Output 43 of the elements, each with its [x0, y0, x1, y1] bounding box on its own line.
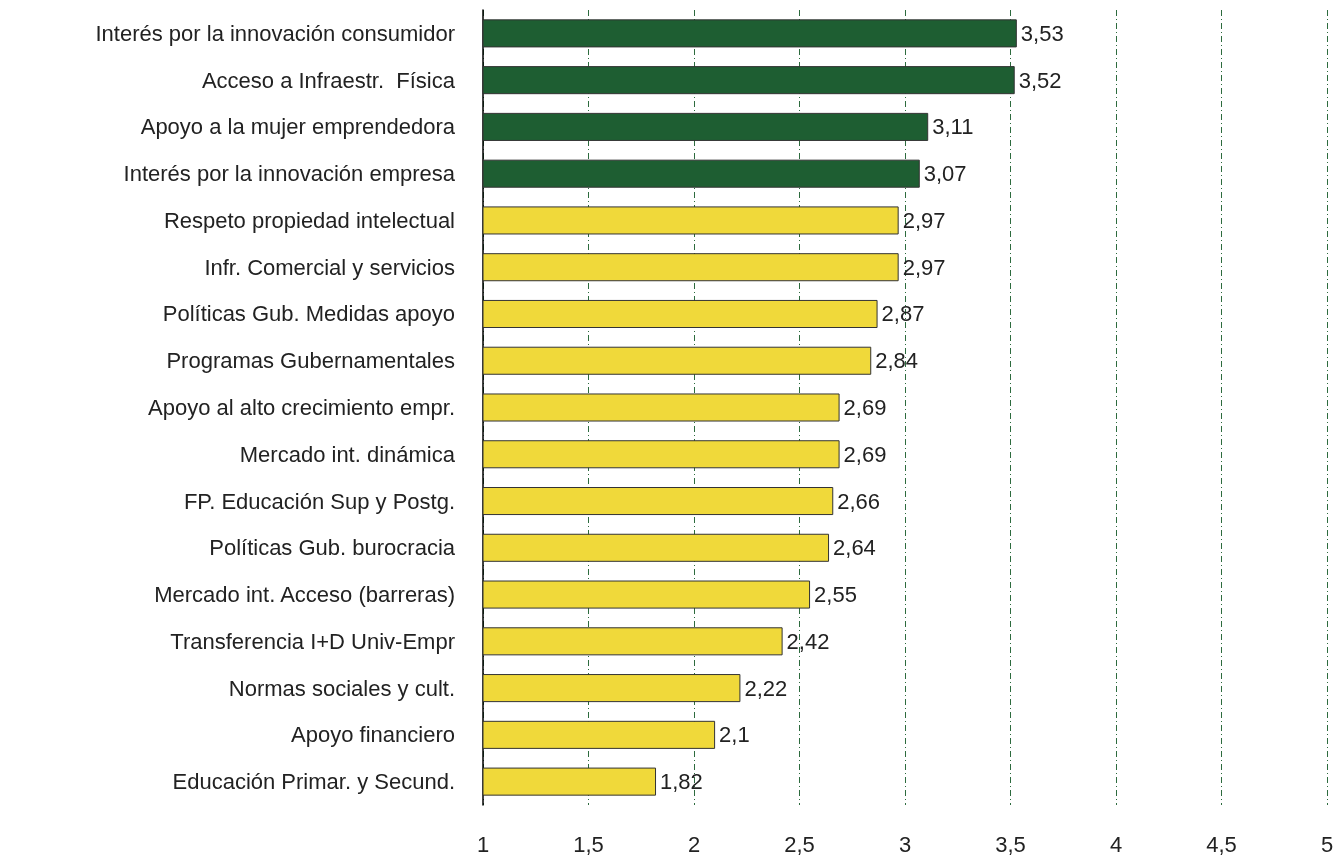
- y-tick-label: Educación Primar. y Secund.: [172, 769, 455, 795]
- data-label: 1,82: [660, 769, 703, 795]
- x-tick-label: 3,5: [995, 831, 1026, 857]
- data-label: 2,22: [744, 675, 788, 701]
- y-tick-label: Respeto propiedad intelectual: [163, 207, 455, 233]
- x-tick-label: 3: [898, 831, 912, 857]
- data-label: 3,53: [1020, 20, 1064, 46]
- data-label: 3,11: [932, 114, 974, 140]
- y-tick-label: Transferencia I+D Univ-Empr: [170, 628, 455, 654]
- data-label: 2,69: [843, 441, 887, 467]
- y-tick-label: Interés por la innovación empresa: [123, 161, 456, 187]
- data-label: 3,52: [1018, 67, 1062, 93]
- x-tick-label: 1: [476, 831, 490, 857]
- x-tick-label: 2: [687, 831, 701, 857]
- data-label: 2,64: [833, 535, 876, 561]
- y-tick-label: Interés por la innovación consumidor: [95, 20, 455, 46]
- x-tick-label: 4,5: [1206, 831, 1237, 857]
- data-label: 2,55: [814, 582, 857, 608]
- data-label: 2,97: [902, 254, 946, 280]
- y-tick-label: Apoyo al alto crecimiento empr.: [148, 395, 455, 420]
- data-label: 2,66: [837, 488, 881, 514]
- y-tick-label: Acceso a Infraestr. Física: [201, 67, 456, 93]
- data-label: 3,07: [923, 161, 967, 187]
- y-tick-label: Políticas Gub. Medidas apoyo: [162, 301, 455, 327]
- x-tick-label: 5: [1320, 831, 1334, 857]
- y-tick-label: Programas Gubernamentales: [166, 348, 455, 374]
- x-tick-label: 2,5: [784, 831, 815, 857]
- y-tick-label: Mercado int. Acceso (barreras): [154, 582, 455, 608]
- y-tick-label: Apoyo a la mujer emprendedora: [140, 114, 456, 140]
- x-tick-label: 1,5: [573, 831, 604, 857]
- data-label: 2,69: [843, 395, 887, 420]
- y-tick-label: Normas sociales y cult.: [228, 675, 455, 701]
- y-tick-label: Apoyo financiero: [291, 722, 455, 748]
- data-label: 2,42: [786, 628, 830, 654]
- data-label: 2,97: [902, 207, 946, 233]
- y-tick-label: Políticas Gub. burocracia: [209, 535, 456, 561]
- y-tick-label: Infr. Comercial y servicios: [204, 254, 455, 280]
- data-label: 2,1: [719, 722, 750, 748]
- x-tick-label: 4: [1109, 831, 1123, 857]
- y-tick-label: FP. Educación Sup y Postg.: [183, 488, 455, 514]
- data-label: 2,84: [875, 348, 919, 374]
- data-label: 2,87: [881, 301, 925, 327]
- y-tick-label: Mercado int. dinámica: [239, 441, 456, 467]
